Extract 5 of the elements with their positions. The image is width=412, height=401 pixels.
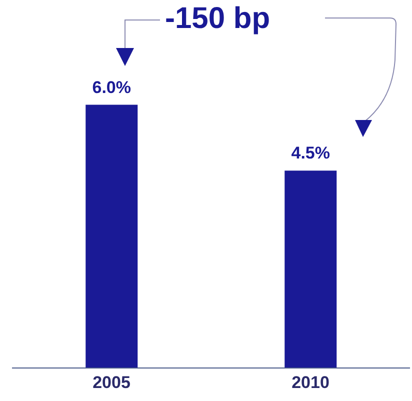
- data-label: 4.5%: [291, 144, 330, 163]
- x-tick-label: 2010: [292, 373, 330, 392]
- data-label: 6.0%: [92, 78, 132, 97]
- x-tick-label: 2005: [92, 373, 130, 392]
- text: -150 bp: [165, 2, 270, 36]
